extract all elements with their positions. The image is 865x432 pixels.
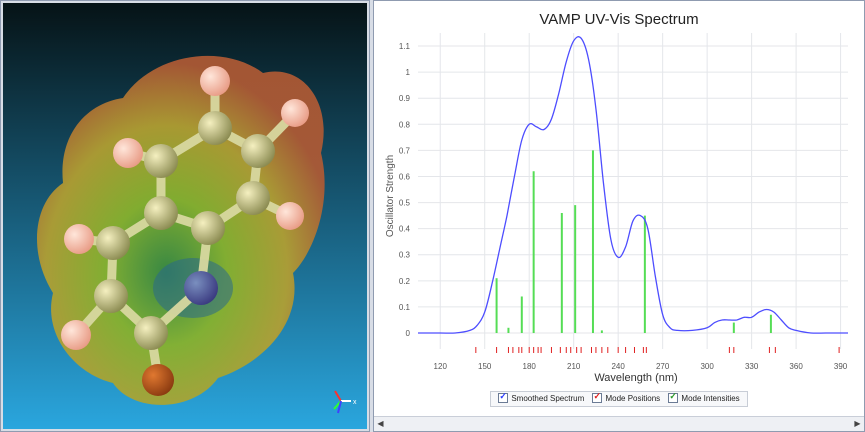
y-tick-label: 0.6 [399,172,411,181]
y-tick-label: 0.3 [399,251,411,260]
x-tick-label: 300 [700,362,714,371]
horizontal-scrollbar[interactable]: ◀ ▶ [374,416,864,431]
svg-text:x: x [353,399,357,406]
spectrum-chart[interactable]: VAMP UV-Vis Spectrum 120 150 180 210 240 270 3… [374,1,864,391]
x-tick-label: 210 [567,362,581,371]
carbon-atom [191,211,225,245]
carbon-atom [241,134,275,168]
chart-legend: Smoothed Spectrum Mode Positions Mode In… [374,391,864,409]
axes-triad-icon: x [333,390,357,414]
y-tick-label: 0.8 [399,120,411,129]
scroll-left-arrow-icon[interactable]: ◀ [377,419,384,428]
checkbox-icon[interactable] [592,391,603,403]
x-tick-label: 180 [523,362,537,371]
x-axis-label: Wavelength (nm) [594,372,677,384]
carbon-atom [236,181,270,215]
mode-position-markers [475,347,840,353]
nitrogen-atom [184,271,218,305]
legend-mode-positions[interactable]: Mode Positions [592,391,661,403]
oxygen-atom [142,364,174,396]
y-tick-label: 0.9 [399,94,411,103]
chart-ticks: 120 150 180 210 240 270 300 330 360 390 0 0.1 0.2 0.3… [399,42,848,371]
chart-grid [418,33,848,349]
legend-smoothed-spectrum[interactable]: Smoothed Spectrum [498,391,585,403]
x-tick-label: 390 [834,362,848,371]
legend-label: Smoothed Spectrum [511,393,585,403]
carbon-atom [198,111,232,145]
y-tick-label: 1 [406,68,411,77]
smoothed-spectrum-line [418,36,848,334]
y-tick-label: 0.4 [399,225,411,234]
y-tick-label: 0.2 [399,277,411,286]
y-tick-label: 0.5 [399,199,411,208]
molecule-pane: x [0,0,370,432]
spectrum-pane: VAMP UV-Vis Spectrum 120 150 180 210 240 270 3… [373,0,865,432]
carbon-atom [134,316,168,350]
hydrogen-atom [281,99,309,127]
y-tick-label: 0.1 [399,303,411,312]
hydrogen-atom [276,202,304,230]
x-tick-label: 360 [789,362,803,371]
y-tick-label: 0 [406,329,411,338]
legend-label: Mode Positions [605,393,661,403]
checkbox-icon[interactable] [668,391,679,403]
carbon-atom [96,226,130,260]
hydrogen-atom [64,224,94,254]
hydrogen-atom [61,320,91,350]
carbon-atom [144,196,178,230]
legend-label: Mode Intensities [681,393,740,403]
chart-title: VAMP UV-Vis Spectrum [539,11,698,28]
y-tick-label: 0.7 [399,146,411,155]
mode-intensity-bars [495,150,772,333]
scroll-right-arrow-icon[interactable]: ▶ [854,419,861,428]
y-axis-label: Oscillator Strength [385,155,396,237]
legend-box: Smoothed Spectrum Mode Positions Mode In… [490,391,748,407]
molecule-canvas[interactable]: x [3,3,367,429]
x-tick-label: 120 [434,362,448,371]
x-tick-label: 150 [478,362,492,371]
hydrogen-atom [200,66,230,96]
hydrogen-atom [113,138,143,168]
molecule-viewport[interactable]: x [3,3,367,429]
x-tick-label: 240 [611,362,625,371]
x-tick-label: 270 [656,362,670,371]
x-tick-label: 330 [745,362,759,371]
legend-mode-intensities[interactable]: Mode Intensities [668,391,740,403]
carbon-atom [144,144,178,178]
y-tick-label: 1.1 [399,42,411,51]
checkbox-icon[interactable] [498,391,509,403]
carbon-atom [94,279,128,313]
molecule-atoms [61,66,309,396]
